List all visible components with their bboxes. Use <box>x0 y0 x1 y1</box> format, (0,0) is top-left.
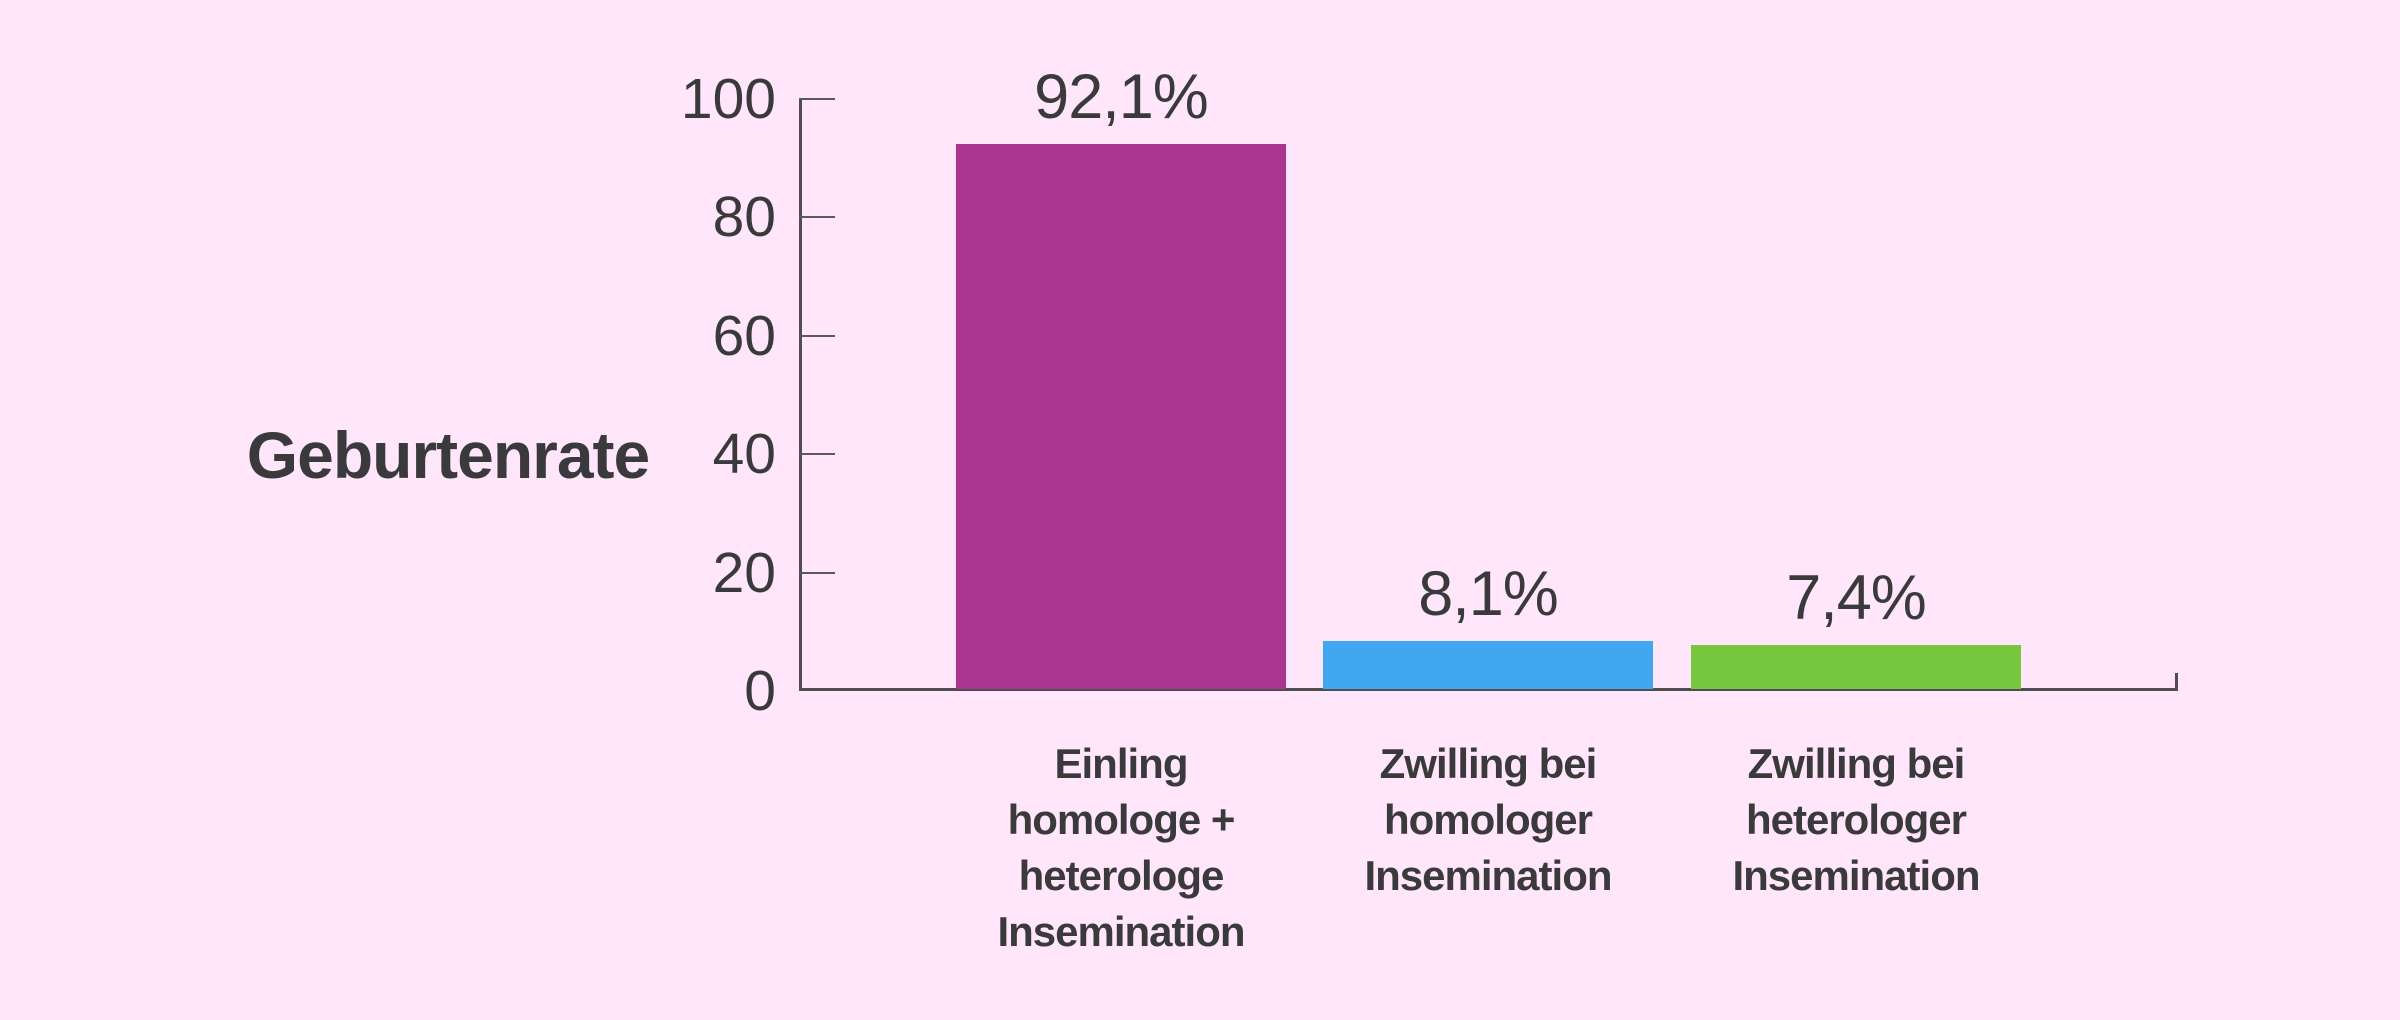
bar-3 <box>1691 645 2021 689</box>
y-tick-mark-40 <box>799 453 835 456</box>
y-tick-label-80: 80 <box>712 185 776 250</box>
x-axis-line <box>799 688 2178 691</box>
y-tick-label-20: 20 <box>712 540 776 605</box>
plot-area: 0 20 40 60 80 100 92,1% Einling homologe + het… <box>681 64 2178 955</box>
bar-1 <box>956 144 1286 689</box>
category-label-2: Zwilling bei homologer Insemination <box>1364 740 1612 899</box>
y-tick-label-0: 0 <box>744 659 776 723</box>
y-axis-line <box>799 99 802 691</box>
category-label-3: Zwilling bei heterologer Insemination <box>1732 740 1980 899</box>
x-axis-end-tick <box>2175 673 2178 689</box>
bar-value-label-3: 7,4% <box>1786 563 1927 633</box>
y-tick-label-100: 100 <box>680 67 776 131</box>
y-tick-mark-100 <box>799 98 835 100</box>
bar-2 <box>1323 641 1653 689</box>
y-tick-label-40: 40 <box>712 422 776 487</box>
y-tick-mark-60 <box>799 334 835 337</box>
y-axis-title: Geburtenrate <box>246 418 650 492</box>
y-tick-label-60: 60 <box>712 303 776 368</box>
bar-value-label-1: 92,1% <box>1034 62 1209 132</box>
bar-value-label-2: 8,1% <box>1418 559 1559 629</box>
category-label-1: Einling homologe + heterologe Inseminati… <box>997 740 1245 955</box>
y-tick-mark-80 <box>799 216 835 219</box>
y-tick-mark-20 <box>799 571 835 574</box>
